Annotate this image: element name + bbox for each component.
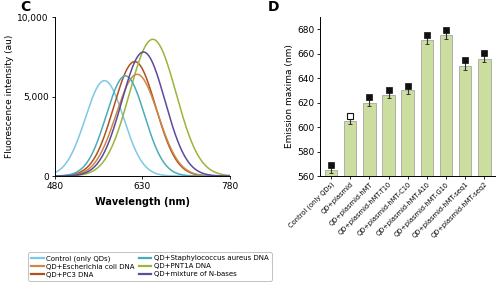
Bar bbox=[459, 66, 471, 176]
X-axis label: Wavelength (nm): Wavelength (nm) bbox=[95, 197, 190, 207]
Bar bbox=[402, 90, 414, 176]
Legend: Control (only QDs), QD+Escherichia coli DNA, QD+PC3 DNA, QD+Staphylococcus aureu: Control (only QDs), QD+Escherichia coli … bbox=[28, 252, 272, 281]
Text: D: D bbox=[268, 0, 280, 14]
Text: C: C bbox=[20, 0, 30, 14]
Y-axis label: Emission maxima (nm): Emission maxima (nm) bbox=[285, 45, 294, 149]
Bar bbox=[440, 36, 452, 176]
Bar bbox=[478, 59, 490, 176]
Bar bbox=[420, 40, 433, 176]
Bar bbox=[324, 170, 337, 176]
Y-axis label: Fluorescence intensity (au): Fluorescence intensity (au) bbox=[6, 35, 15, 158]
Bar bbox=[363, 103, 376, 176]
Bar bbox=[344, 121, 356, 176]
Bar bbox=[382, 95, 394, 176]
